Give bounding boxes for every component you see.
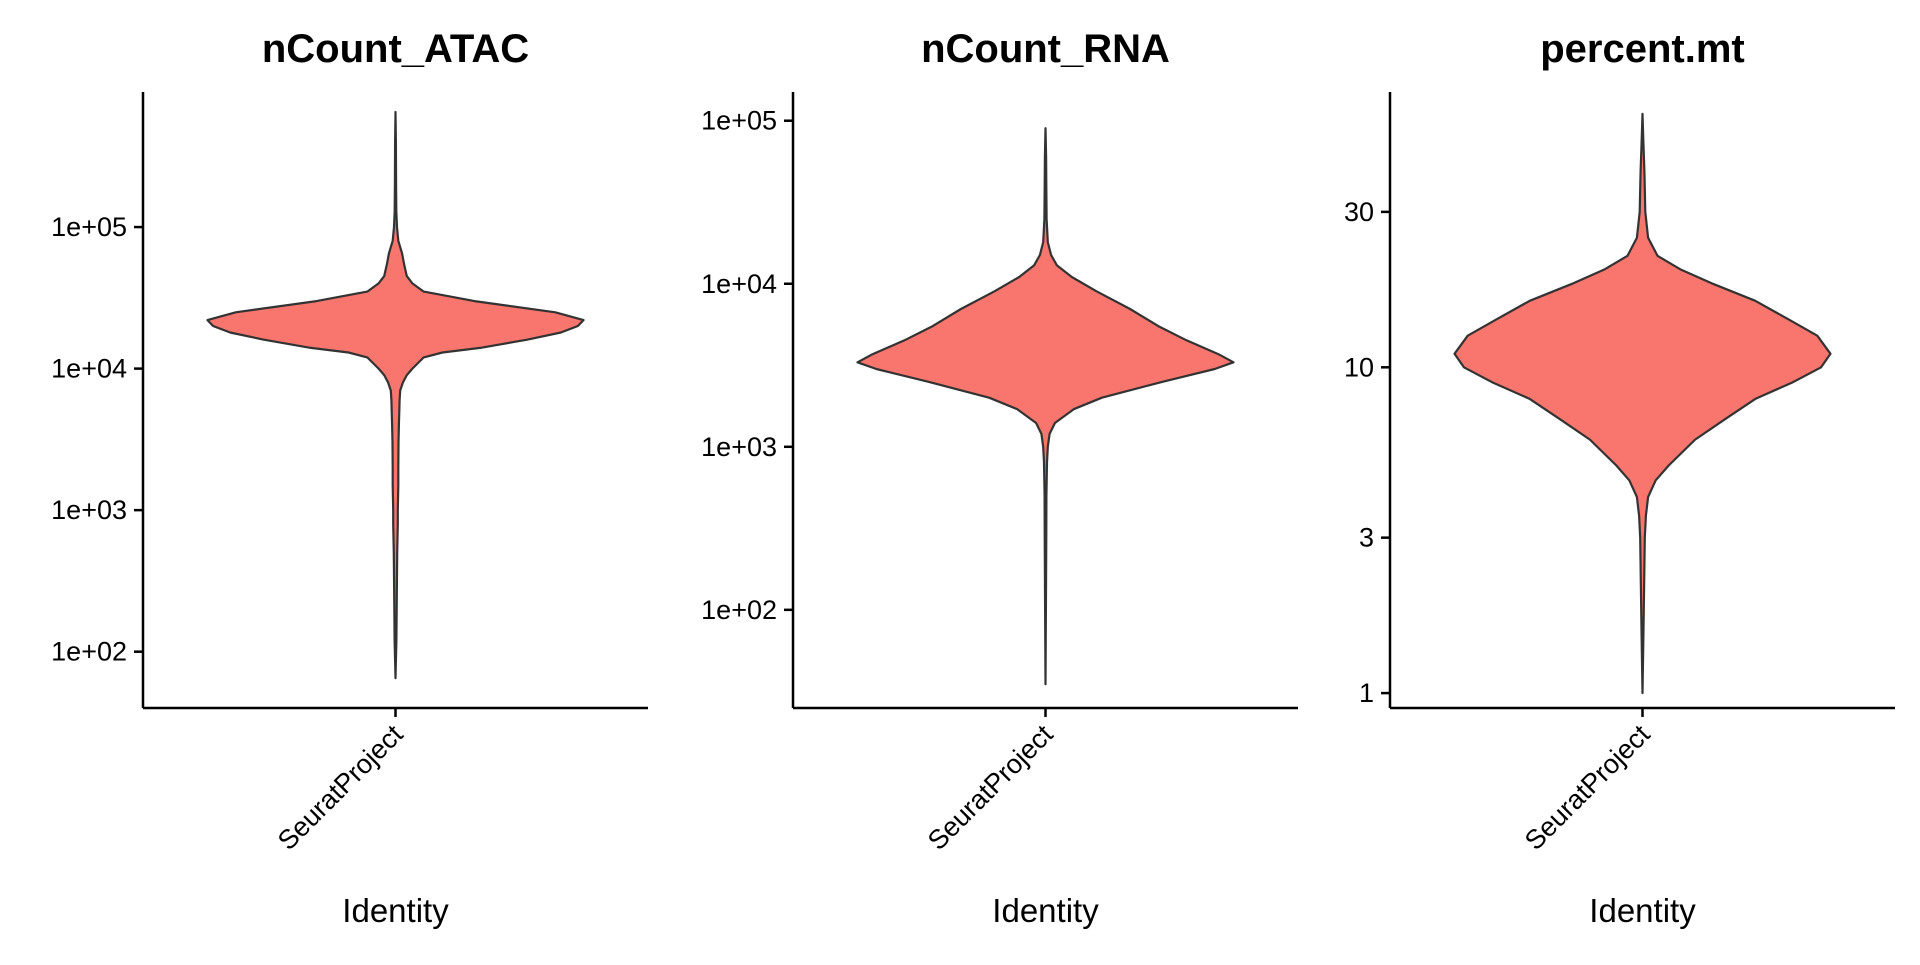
x-axis-title: Identity xyxy=(342,892,449,929)
panel-title: nCount_ATAC xyxy=(262,27,529,71)
panel-title: nCount_RNA xyxy=(921,27,1170,71)
x-tick-label: SeuratProject xyxy=(1519,719,1656,856)
y-tick-label: 1e+04 xyxy=(51,354,127,384)
panel-title: percent.mt xyxy=(1540,27,1745,71)
y-tick-label: 1e+03 xyxy=(701,432,777,462)
y-tick-label: 10 xyxy=(1344,352,1374,382)
x-tick-label: SeuratProject xyxy=(922,719,1059,856)
violin-shape xyxy=(856,127,1235,686)
y-tick-label: 1e+02 xyxy=(51,637,127,667)
y-tick-label: 3 xyxy=(1359,523,1374,553)
violin-shape xyxy=(1453,112,1832,695)
x-tick-label: SeuratProject xyxy=(272,719,409,856)
x-axis-title: Identity xyxy=(992,892,1099,929)
y-tick-label: 1 xyxy=(1359,678,1374,708)
y-tick-label: 1e+04 xyxy=(701,269,777,299)
y-tick-label: 1e+05 xyxy=(701,106,777,136)
y-tick-label: 1e+03 xyxy=(51,495,127,525)
y-tick-label: 1e+05 xyxy=(51,212,127,242)
violin-panel: nCount_ATAC 1e+02 1e+03 1e+04 1e+05 SeuratPro… xyxy=(51,27,648,929)
violin-panel: percent.mt 1 3 10 30 SeuratProject Identity xyxy=(1344,27,1895,929)
x-axis-title: Identity xyxy=(1589,892,1696,929)
y-tick-label: 30 xyxy=(1344,197,1374,227)
y-tick-label: 1e+02 xyxy=(701,595,777,625)
violin-panel: nCount_RNA 1e+02 1e+03 1e+04 1e+05 SeuratProj… xyxy=(701,27,1298,929)
violin-shape xyxy=(206,110,585,680)
